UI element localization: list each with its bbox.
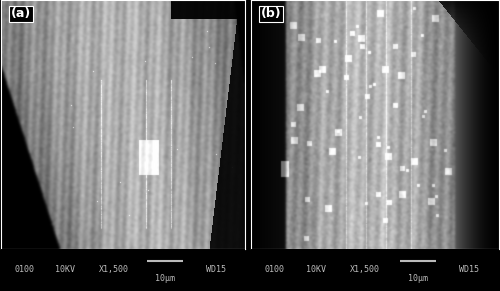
Text: (b): (b) xyxy=(261,8,281,20)
Text: (a): (a) xyxy=(11,8,31,20)
Text: 10μm: 10μm xyxy=(408,274,428,283)
Text: WD15: WD15 xyxy=(460,265,479,274)
Text: WD15: WD15 xyxy=(206,265,226,274)
Text: 10KV: 10KV xyxy=(54,265,74,274)
Text: X1,500: X1,500 xyxy=(350,265,380,274)
Text: 10KV: 10KV xyxy=(306,265,326,274)
Text: 10μm: 10μm xyxy=(155,274,175,283)
Text: 0100: 0100 xyxy=(264,265,284,274)
Text: 0100: 0100 xyxy=(14,265,34,274)
Text: X1,500: X1,500 xyxy=(98,265,128,274)
